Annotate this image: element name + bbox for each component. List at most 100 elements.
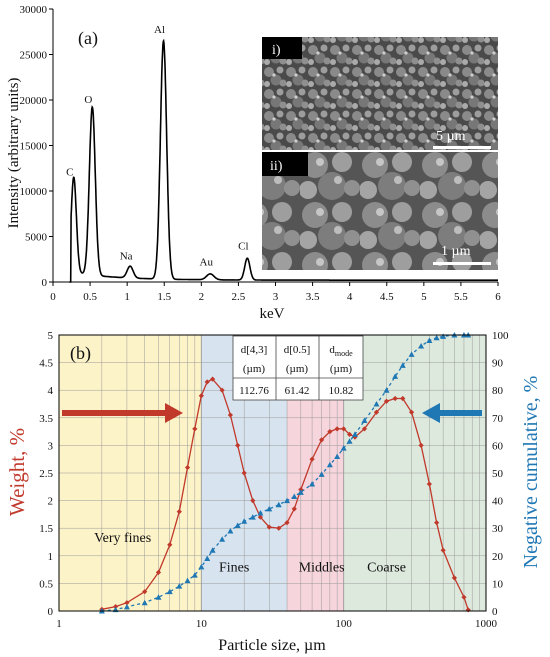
cumulative-point bbox=[291, 493, 298, 499]
cumulative-point bbox=[284, 497, 291, 504]
cumulative-point bbox=[266, 505, 273, 512]
cumulative-point bbox=[166, 588, 173, 595]
cumulative-point bbox=[392, 373, 399, 379]
panel-a-x-tick: 1 bbox=[124, 291, 130, 303]
peak-label-o: O bbox=[84, 94, 92, 106]
panel-b-y2-tick: 70 bbox=[492, 413, 504, 425]
panel-b-y2label: Negative cumulative, % bbox=[520, 376, 542, 569]
scale-bar-ii bbox=[433, 262, 491, 265]
cumulative-point bbox=[191, 572, 198, 578]
weight-point bbox=[341, 426, 347, 432]
panel-b-y-tick: 0 bbox=[48, 606, 54, 618]
cumulative-point bbox=[399, 362, 406, 368]
panel-b-y-tick: 4.5 bbox=[39, 358, 53, 370]
cumulative-point bbox=[318, 471, 325, 477]
weight-point bbox=[327, 429, 333, 435]
weight-point bbox=[400, 395, 406, 402]
weight-point bbox=[383, 398, 390, 404]
panel-b-y2-tick: 50 bbox=[492, 468, 504, 480]
table-value-d05: 61.42 bbox=[285, 385, 310, 397]
cumulative-point bbox=[440, 333, 447, 339]
panel-b-y-tick: 0.5 bbox=[39, 578, 53, 590]
cumulative-point bbox=[198, 563, 205, 570]
panel-b-y-tick: 3.5 bbox=[39, 413, 53, 425]
weight-point bbox=[319, 437, 325, 443]
sem-image-ii: ii) 1 µm bbox=[262, 152, 498, 270]
weight-point bbox=[461, 594, 467, 600]
weight-point bbox=[334, 426, 340, 432]
peak-label-c: C bbox=[66, 167, 73, 179]
weight-point bbox=[198, 393, 204, 399]
cumulative-point bbox=[334, 453, 341, 459]
weight-point bbox=[184, 464, 191, 471]
weight-point bbox=[176, 509, 182, 515]
panel-b-x-tick: 1000 bbox=[475, 618, 498, 630]
cumulative-point bbox=[155, 594, 162, 600]
sem-label-box bbox=[262, 152, 308, 176]
panel-a-y-tick: 0 bbox=[42, 277, 48, 289]
eds-spectrum-line bbox=[69, 38, 498, 283]
region-label: Very fines bbox=[94, 531, 151, 546]
cumulative-point bbox=[373, 401, 380, 407]
weight-point bbox=[426, 481, 432, 487]
panel-b-x-tick: 100 bbox=[335, 618, 352, 630]
cumulative-point bbox=[227, 527, 234, 534]
weight-point bbox=[434, 520, 440, 526]
panel-b-y-tick: 3 bbox=[48, 440, 54, 452]
cumulative-point bbox=[241, 518, 248, 524]
table-header-dmode: dmode bbox=[329, 344, 353, 358]
weight-point bbox=[219, 387, 225, 393]
panel-b-label: (b) bbox=[70, 343, 91, 364]
weight-point bbox=[124, 600, 130, 606]
cumulative-point bbox=[408, 351, 415, 357]
weight-point bbox=[309, 456, 315, 462]
cumulative-point bbox=[297, 489, 304, 495]
panel-a-y-tick: 5000 bbox=[25, 232, 48, 244]
panel-b-y-tick: 2 bbox=[48, 496, 54, 508]
cumulative-point bbox=[418, 343, 425, 349]
weight-point bbox=[440, 547, 446, 553]
panel-b-y2-tick: 60 bbox=[492, 440, 504, 452]
table-header-d43: d[4,3] bbox=[241, 344, 268, 356]
weight-point bbox=[227, 412, 233, 418]
table-unit-2: (µm) bbox=[286, 363, 309, 375]
size-statistics-table: d[4,3] d[0.5] dmode (µm) (µm) (µm) 112.7… bbox=[232, 335, 364, 401]
left-axis-arrow bbox=[62, 403, 183, 423]
cumulative-point bbox=[351, 431, 358, 437]
peak-label-al: Al bbox=[154, 24, 165, 36]
panel-b-xlabel: Particle size, µm bbox=[218, 637, 326, 654]
weight-point bbox=[276, 525, 282, 531]
panel-a-x-tick: 6 bbox=[495, 291, 501, 303]
panel-a-ylabel: Intensity (arbitrary units) bbox=[6, 78, 22, 229]
sem-label-ii: ii) bbox=[270, 159, 283, 174]
cumulative-point bbox=[204, 555, 211, 562]
weight-point bbox=[235, 442, 241, 448]
table-header-d05: d[0.5] bbox=[284, 344, 311, 356]
sem-image-i: i) 5 µm bbox=[262, 37, 498, 150]
panel-a-x-tick: 0.5 bbox=[83, 291, 97, 303]
panel-a-x-tick: 2 bbox=[199, 291, 205, 303]
panel-a-x-tick: 3.5 bbox=[306, 291, 320, 303]
panel-b-y-tick: 1 bbox=[48, 551, 54, 563]
weight-point bbox=[392, 395, 398, 402]
sem-label-box bbox=[262, 37, 302, 59]
cumulative-point bbox=[234, 522, 241, 528]
panel-a-x-tick: 3 bbox=[273, 291, 279, 303]
weight-point bbox=[142, 589, 148, 595]
weight-point bbox=[113, 603, 119, 610]
cumulative-point bbox=[176, 583, 183, 589]
panel-b-y2-tick: 90 bbox=[492, 358, 504, 370]
weight-point bbox=[167, 542, 173, 548]
weight-point bbox=[291, 506, 297, 512]
cumulative-point bbox=[433, 334, 440, 341]
cumulative-point bbox=[346, 438, 353, 444]
panel-b-x-tick: 10 bbox=[196, 618, 208, 630]
panel-b-y2-tick: 80 bbox=[492, 385, 504, 397]
panel-a-x-tick: 5 bbox=[421, 291, 427, 303]
cumulative-point bbox=[249, 514, 256, 520]
weight-point bbox=[250, 498, 256, 504]
panel-a-y-tick: 25000 bbox=[20, 50, 48, 62]
sem-label-i: i) bbox=[272, 43, 281, 58]
table-unit-1: (µm) bbox=[243, 363, 266, 375]
